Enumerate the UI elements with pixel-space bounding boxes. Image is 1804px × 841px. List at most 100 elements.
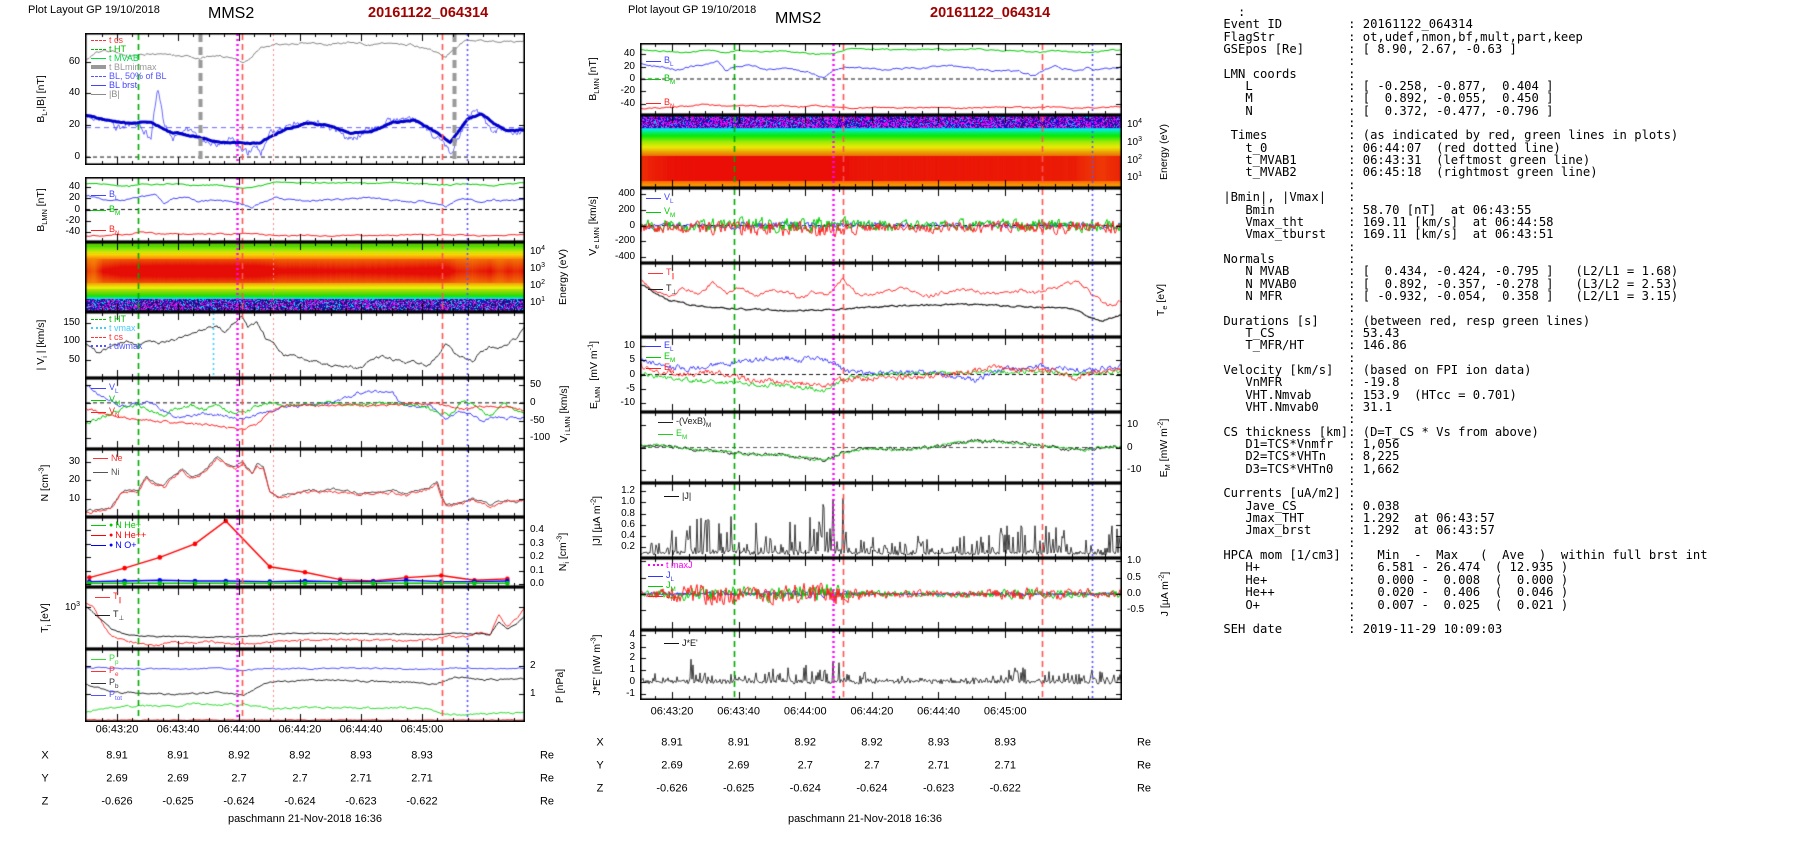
j-lmn-right-axis-label: J [µA m-2] <box>1156 571 1172 617</box>
legend-line-sample-icon <box>91 399 106 401</box>
minor-ions-right-axis-label: Ni [cm-3] <box>554 532 572 572</box>
vi-lmn-right-tick-label: -50 <box>530 414 545 426</box>
left-panel-vi-mag <box>85 312 525 378</box>
minor-ions-legend-n-he++: ● N He++ <box>91 530 146 540</box>
jmag-ytick-label: 1.0 <box>621 496 635 508</box>
left-pos-y-value: 2.7 <box>231 772 247 785</box>
blmn-legend-b-m-: BM <box>91 204 120 217</box>
e-lmn-ytick-label: -5 <box>626 382 635 394</box>
legend-line-sample-icon <box>91 411 106 413</box>
bl-b-ytick-label: 40 <box>68 87 80 99</box>
left-panel-ion-spectrogram <box>85 242 525 312</box>
bl-b-legend-t-cs: t cs <box>91 35 123 45</box>
j-lmn-right-tick-label: -0.5 <box>1127 604 1145 616</box>
ve-lmn-ytick-label: -400 <box>614 250 635 262</box>
legend-line-sample-icon <box>91 682 106 684</box>
left-pos-x-value: 8.91 <box>106 749 128 762</box>
j-lmn-right-tick-label: 1.0 <box>1127 555 1141 567</box>
left-panel-minor-ions <box>85 517 525 587</box>
left-pos-y-value: 2.69 <box>106 772 128 785</box>
jdote-ytick-label: 4 <box>629 628 635 640</box>
left-pos-row-label-x: X <box>41 749 49 762</box>
left-spacecraft-title: MMS2 <box>208 5 255 22</box>
ve-lmn-legend-v-m-: VM <box>646 206 675 219</box>
e-lmn-y-axis-label: ELMN [mV m-1] <box>585 340 603 409</box>
e-spectrogram-right-tick-label: 104 <box>1127 118 1143 131</box>
ve-lmn-ytick-label: -200 <box>614 235 635 247</box>
vi-mag-ytick-label: 50 <box>68 353 80 365</box>
ion-spectrogram-right-tick-label: 101 <box>530 295 546 308</box>
middle-pos-unit-label: Re <box>1136 782 1152 795</box>
middle-author-timestamp: paschmann 21-Nov-2018 16:36 <box>787 813 943 825</box>
legend-line-sample-icon <box>646 356 661 358</box>
left-panel-ti <box>85 587 525 649</box>
legend-line-sample-icon <box>91 318 106 320</box>
density-canvas <box>85 449 525 517</box>
blmn-ytick-label: 0 <box>74 203 80 215</box>
vi-mag-ytick-label: 100 <box>63 335 80 347</box>
bl-b-legend-t-blminmax: t BLminmax <box>91 62 157 72</box>
jmag-legend--j-: |J| <box>664 491 691 501</box>
legend-line-sample-icon <box>91 658 106 660</box>
left-panel-blmn <box>85 177 525 242</box>
left-pos-y-value: 2.69 <box>167 772 189 785</box>
ve-lmn-ytick-label: 0 <box>629 219 635 231</box>
left-event-id-title: 20161122_064314 <box>368 5 489 21</box>
blmn-ytick-label: 20 <box>623 60 635 72</box>
middle-time-tick-label: 06:43:20 <box>650 705 694 718</box>
legend-line-sample-icon <box>95 596 110 598</box>
density-ytick-label: 10 <box>68 492 80 504</box>
vexb-right-axis-label: EM [mW m-2] <box>1155 418 1173 477</box>
left-panel-bl-b <box>85 33 525 165</box>
middle-pos-y-value: 2.69 <box>661 759 683 772</box>
jmag-ytick-label: 0.4 <box>621 529 635 541</box>
vi-mag-legend-t-vmax: t vmax <box>91 323 136 333</box>
ti-legend-t-: T⊥ <box>95 609 124 622</box>
ti-canvas <box>85 587 525 649</box>
bl-b-y-axis-label: BL,|B| [nT] <box>34 75 49 123</box>
legend-line-sample-icon <box>91 229 106 231</box>
ve-lmn-ytick-label: 200 <box>618 203 635 215</box>
jdote-ytick-label: -1 <box>626 688 635 700</box>
e-lmn-ytick-label: 0 <box>629 368 635 380</box>
minor-ions-right-tick-label: 0.3 <box>530 537 544 549</box>
legend-line-sample-icon <box>91 84 106 86</box>
middle-panel-ve-lmn <box>640 188 1122 263</box>
blmn-ytick-label: 20 <box>68 192 80 204</box>
blmn-legend-b-n-: BN <box>646 97 675 110</box>
middle-pos-y-value: 2.71 <box>927 759 950 772</box>
bl-b-legend--b-: |B| <box>91 89 120 99</box>
middle-time-tick-label: 06:43:40 <box>717 705 761 718</box>
left-pos-z-value: -0.623 <box>345 795 377 808</box>
vexb-right-tick-label: -10 <box>1127 463 1142 475</box>
legend-line-sample-icon <box>648 564 663 566</box>
ti-legend-t-: T∥ <box>95 591 122 604</box>
e-spectrogram-canvas <box>640 115 1122 188</box>
te-right-axis-label: Te [eV] <box>1154 283 1169 317</box>
legend-line-sample-icon <box>91 544 106 546</box>
te-legend-t-: T∥ <box>648 267 675 280</box>
middle-pos-z-value: -0.624 <box>856 782 888 795</box>
ti-y-axis-label: Ti [eV] <box>38 603 53 633</box>
bl-b-ytick-label: 0 <box>74 151 80 163</box>
bl-b-legend-t-ht: t HT <box>91 44 126 54</box>
e-spectrogram-right-axis-label: Energy (eV) <box>1157 123 1170 180</box>
middle-pos-unit-label: Re <box>1136 736 1152 749</box>
jdote-ytick-label: 0 <box>629 676 635 688</box>
left-time-tick-label: 06:43:40 <box>156 723 200 736</box>
minor-ions-legend-n-o+: ● N O+ <box>91 540 137 550</box>
left-pos-x-value: 8.93 <box>411 749 433 762</box>
middle-event-id-title: 20161122_064314 <box>930 5 1051 21</box>
e-lmn-legend-e-m-: EM <box>646 351 675 364</box>
left-plot-layout-version: Plot Layout GP 19/10/2018 <box>28 4 160 16</box>
e-lmn-legend-e-n-: EN <box>646 362 675 375</box>
pressure-legend-p-p-: Pp <box>91 653 119 666</box>
j-lmn-right-tick-label: 0.0 <box>1127 588 1141 599</box>
legend-dot-marker-icon: ● <box>109 521 114 529</box>
e-lmn-legend-e-l-: EL <box>646 340 674 353</box>
j-lmn-canvas <box>640 558 1122 630</box>
blmn-canvas <box>640 43 1122 115</box>
left-panel-vi-lmn <box>85 378 525 449</box>
left-pos-x-value: 8.93 <box>350 749 372 762</box>
